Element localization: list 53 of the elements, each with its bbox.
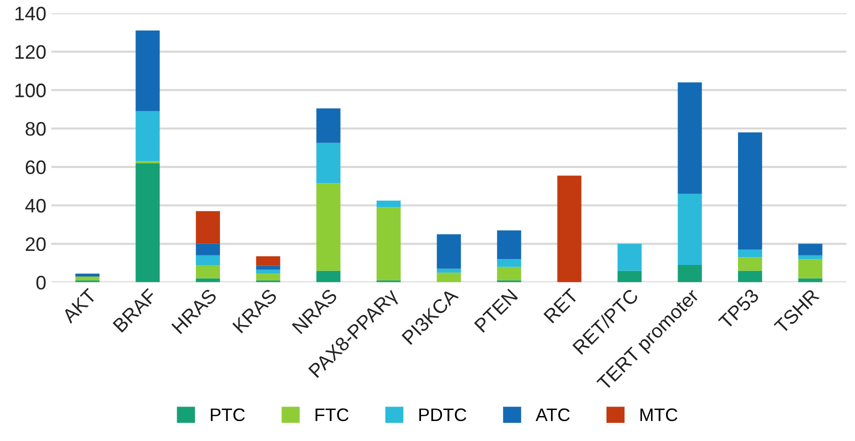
bar [798,244,822,256]
bar [196,278,220,282]
bar [136,163,160,282]
bar [75,276,100,280]
bar [316,270,340,282]
bar [316,142,340,184]
bar [196,244,220,256]
bar [738,250,762,258]
bar [738,132,762,250]
y-tick-label: 40 [25,198,46,213]
y-tick-label: 140 [15,6,46,20]
y-tick-label: 0 [36,276,46,290]
bar [618,244,642,271]
bar [798,278,822,282]
y-tick-label: 100 [15,84,46,98]
bar [497,259,522,267]
bar [436,268,461,273]
bar [738,257,762,271]
bar [256,256,280,266]
y-tick-label: 120 [15,45,46,59]
y-tick-label: 60 [26,160,46,174]
bar [196,211,220,244]
bar [618,270,642,282]
bar [678,194,702,265]
bar [136,111,160,162]
legend-label: ATC [536,408,570,422]
bar [798,259,822,278]
bar [196,264,220,278]
bar [256,270,280,274]
legend-label: PTC [210,408,245,422]
y-tick-label: 20 [26,237,46,252]
bar [436,234,461,269]
bar [256,274,280,280]
bar [316,108,340,143]
bar [196,255,220,265]
bar [256,266,280,270]
bar [136,30,160,112]
bar [376,207,401,280]
bar [557,176,582,282]
bar [678,82,702,194]
bar [798,255,822,260]
bar [75,274,100,276]
bar [376,200,401,208]
bar [316,183,340,271]
bar [738,270,762,282]
bar [436,272,461,282]
legend-label: MTC [640,408,678,422]
y-tick-label: 80 [26,122,46,136]
legend-label: FTC [316,408,349,422]
bar [678,264,702,282]
legend-label: PDTC [419,408,466,422]
bar [497,266,522,280]
bar [497,230,522,260]
